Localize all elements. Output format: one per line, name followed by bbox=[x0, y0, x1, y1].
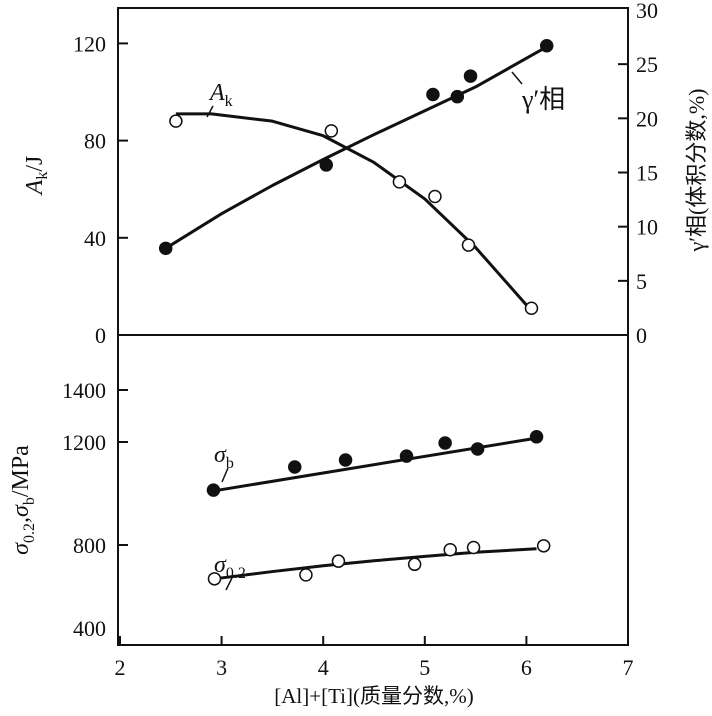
sigma-b-point bbox=[529, 430, 544, 444]
sigma-b-point bbox=[338, 453, 353, 467]
gamma-prime-series-label-leader bbox=[511, 71, 523, 85]
ak-series-label: Ak bbox=[208, 80, 233, 110]
gamma-prime-point bbox=[539, 39, 554, 53]
y-left-tick-label: 40 bbox=[84, 226, 106, 251]
sigma-02-point bbox=[207, 572, 222, 586]
ak-series-label-leader bbox=[206, 105, 214, 118]
y-right-tick-label: 20 bbox=[636, 106, 658, 131]
ak-point bbox=[392, 175, 407, 189]
x-tick-label: 3 bbox=[216, 655, 227, 680]
x-tick-label: 7 bbox=[623, 655, 634, 680]
sigma-02-series-label-leader bbox=[225, 577, 233, 591]
x-tick-label: 4 bbox=[318, 655, 329, 680]
x-tick-label: 6 bbox=[521, 655, 532, 680]
gamma-prime-point bbox=[463, 69, 478, 83]
y-right-axis-label: γ′相(体积分数,%) bbox=[684, 88, 709, 252]
sigma-02-point bbox=[443, 543, 457, 557]
y-bottom-tick-label: 800 bbox=[73, 533, 106, 558]
x-tick-label: 2 bbox=[115, 655, 126, 680]
sigma-b-series-label: σb bbox=[214, 442, 234, 472]
gamma-prime-point bbox=[158, 241, 173, 256]
gamma-prime-series-label: γ′相 bbox=[521, 85, 565, 114]
sigma-b-point bbox=[288, 460, 302, 474]
gamma-prime-point bbox=[426, 87, 440, 102]
plot-frame bbox=[117, 7, 629, 646]
y-right-tick-label: 25 bbox=[636, 52, 658, 77]
x-axis-label: [Al]+[Ti](质量分数,%) bbox=[274, 684, 473, 708]
ak-point bbox=[324, 124, 339, 138]
gamma-prime-point bbox=[450, 89, 465, 104]
y-bottom-tick-label: 1400 bbox=[62, 378, 106, 403]
gamma-prime-point bbox=[319, 158, 333, 172]
sigma-02-point bbox=[407, 557, 422, 572]
sigma-02-point bbox=[331, 554, 346, 568]
y-left-tick-label: 120 bbox=[73, 31, 106, 56]
sigma-02-point bbox=[299, 568, 313, 582]
y-bottom-tick-label: 1200 bbox=[62, 430, 106, 455]
y-left-tick-label: 0 bbox=[95, 323, 106, 348]
sigma-b-point bbox=[399, 449, 414, 463]
sigma-02-series-label: σ0.2 bbox=[214, 552, 246, 582]
gamma-prime-fit-curve bbox=[164, 45, 548, 250]
y-right-tick-label: 0 bbox=[636, 323, 647, 348]
y-left-axis-label: Ak/J bbox=[22, 156, 51, 197]
y-left-tick-label: 80 bbox=[84, 129, 106, 154]
y-bottom-tick-label: 400 bbox=[73, 616, 106, 641]
y-right-tick-label: 10 bbox=[636, 215, 658, 240]
sigma-b-point bbox=[438, 436, 452, 450]
ak-point bbox=[169, 114, 183, 128]
sigma-02-point bbox=[536, 539, 551, 553]
ak-point bbox=[428, 189, 442, 204]
y-bottom-axis-label: σ0.2,σb/MPa bbox=[8, 445, 38, 555]
y-right-tick-label: 15 bbox=[636, 161, 658, 186]
ak-point bbox=[524, 301, 539, 316]
sigma-b-point bbox=[470, 442, 485, 456]
sigma-b-fit-curve bbox=[213, 436, 537, 493]
sigma-02-fit-curve bbox=[214, 547, 537, 581]
y-right-tick-label: 5 bbox=[636, 269, 647, 294]
sigma-b-point bbox=[206, 483, 221, 497]
sigma-02-point bbox=[466, 540, 481, 555]
sigma-b-series-label-leader bbox=[221, 467, 229, 483]
y-right-tick-label: 30 bbox=[636, 0, 658, 23]
x-tick-label: 5 bbox=[419, 655, 430, 680]
ak-point bbox=[461, 238, 476, 252]
